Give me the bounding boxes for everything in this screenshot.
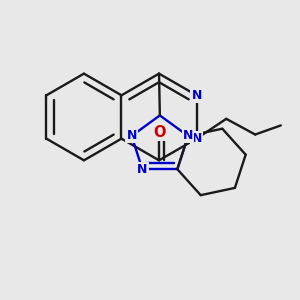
Text: N: N xyxy=(137,163,148,176)
Text: N: N xyxy=(126,130,137,142)
Text: N: N xyxy=(191,132,202,145)
Text: N: N xyxy=(191,89,202,102)
Text: N: N xyxy=(183,130,193,142)
Text: O: O xyxy=(153,125,165,140)
